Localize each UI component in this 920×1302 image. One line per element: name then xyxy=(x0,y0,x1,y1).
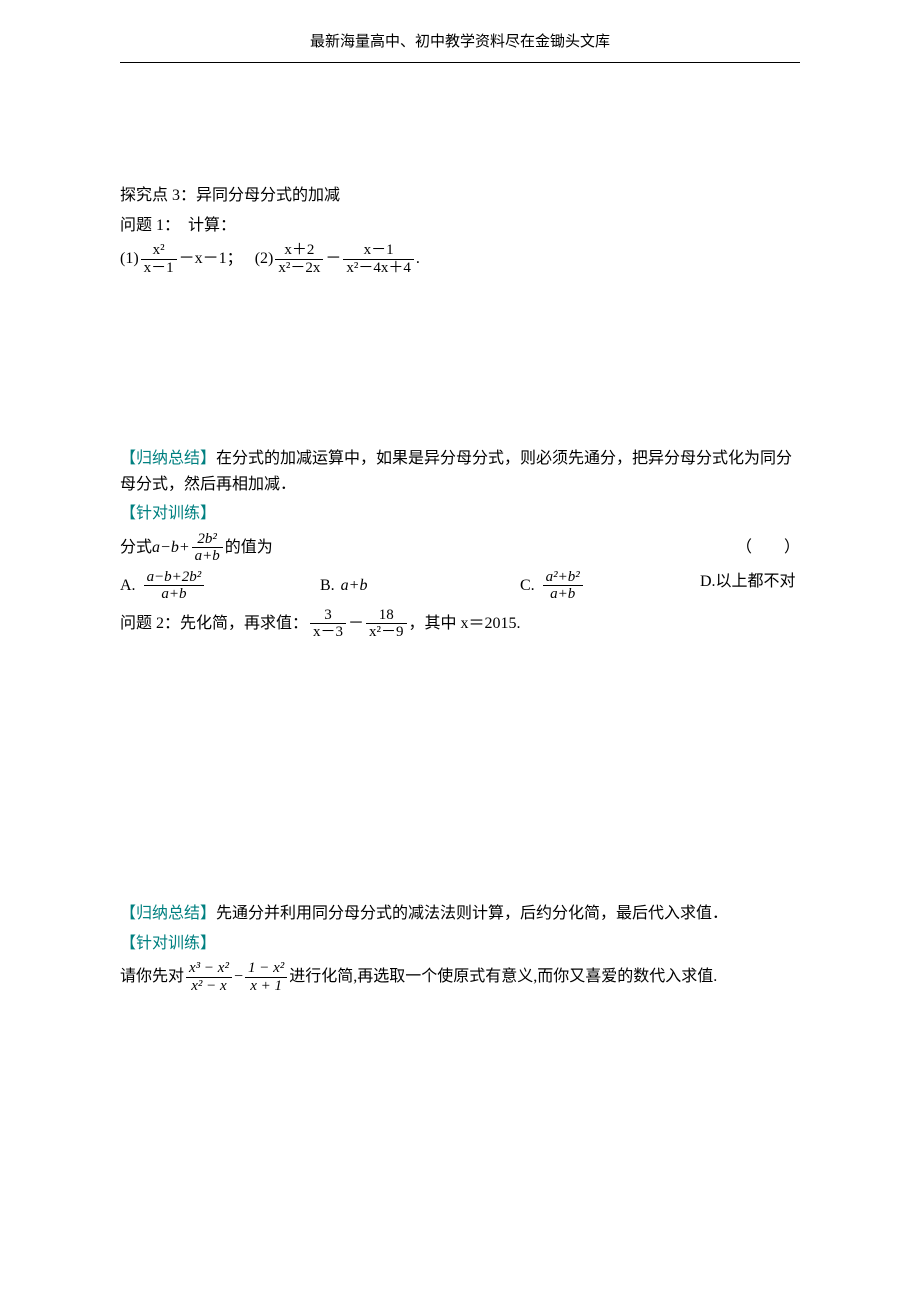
q3-frac2: 1 − x² x + 1 xyxy=(245,960,287,994)
q3: 请你先对 x³ − x² x² − x − 1 − x² x + 1 进行化简,… xyxy=(120,960,800,994)
mc-options: A. a−b+2b² a+b B. a+b C. a²+b² a+b D.以上都… xyxy=(120,569,800,603)
q2-f1-num: 3 xyxy=(310,607,346,625)
mc-pre: 分式 xyxy=(120,535,152,561)
opt-a-den: a+b xyxy=(144,586,205,603)
opt-a-num: a−b+2b² xyxy=(144,569,205,587)
opt-b-label: B. xyxy=(320,573,335,599)
opt-c-label: C. xyxy=(520,573,535,599)
q3-f1-num: x³ − x² xyxy=(186,960,232,978)
q2-frac2: 18 x²－9 xyxy=(366,607,407,641)
q2-f2-den: x²－9 xyxy=(366,624,407,641)
eq1-prefix: (1) xyxy=(120,246,139,272)
eq1-tail: －x－1； xyxy=(179,246,243,272)
eq2-frac2: x－1 x²－4x＋4 xyxy=(343,242,414,276)
q2-tail: ，其中 x＝2015. xyxy=(409,611,521,637)
eq1-num: x² xyxy=(141,242,177,260)
q2-frac1: 3 x－3 xyxy=(310,607,346,641)
q2-f1-den: x－3 xyxy=(310,624,346,641)
mc-den: a+b xyxy=(192,548,223,565)
page-header: 最新海量高中、初中教学资料尽在金锄头文库 xyxy=(120,30,800,63)
mc-post: 的值为 xyxy=(225,535,273,561)
q1-intro: 问题 1： 计算： xyxy=(120,213,800,239)
mc-paren: （ ） xyxy=(736,535,800,561)
q3-pre: 请你先对 xyxy=(120,964,184,990)
opt-a-frac: a−b+2b² a+b xyxy=(144,569,205,603)
mc-lead: a−b+ xyxy=(152,535,190,561)
opt-a-label: A. xyxy=(120,573,136,599)
q3-f2-den: x + 1 xyxy=(245,978,287,995)
eq2-mid: － xyxy=(325,246,341,272)
opt-b-text: a+b xyxy=(341,573,368,599)
eq1-frac: x² x－1 xyxy=(141,242,177,276)
eq2-tail: . xyxy=(416,246,420,272)
q2: 问题 2：先化简，再求值： 3 x－3 － 18 x²－9 ，其中 x＝2015… xyxy=(120,607,800,641)
option-d: D.以上都不对 xyxy=(700,569,800,603)
q2-mid: － xyxy=(348,611,364,637)
eq2-f2-den: x²－4x＋4 xyxy=(343,260,414,277)
eq1-den: x－1 xyxy=(141,260,177,277)
eq2-frac1: x＋2 x²－2x xyxy=(275,242,323,276)
option-a: A. a−b+2b² a+b xyxy=(120,569,320,603)
summary-1: 【归纳总结】在分式的加减运算中，如果是异分母分式，则必须先通分，把异分母分式化为… xyxy=(120,446,800,497)
q3-f2-num: 1 − x² xyxy=(245,960,287,978)
mc-question: 分式 a−b+ 2b² a+b 的值为 （ ） xyxy=(120,531,800,565)
train-label-2: 【针对训练】 xyxy=(120,931,800,957)
option-b: B. a+b xyxy=(320,569,520,603)
opt-c-den: a+b xyxy=(543,586,583,603)
summary-text-2: 先通分并利用同分母分式的减法法则计算，后约分化简，最后代入求值． xyxy=(216,905,728,922)
summary-text-1: 在分式的加减运算中，如果是异分母分式，则必须先通分，把异分母分式化为同分母分式，… xyxy=(120,450,792,493)
mc-frac: 2b² a+b xyxy=(192,531,223,565)
summary-label-2: 【归纳总结】 xyxy=(120,905,216,922)
opt-c-frac: a²+b² a+b xyxy=(543,569,583,603)
mc-num: 2b² xyxy=(192,531,223,549)
eq2-prefix: (2) xyxy=(255,246,274,272)
q1-equations: (1) x² x－1 －x－1； (2) x＋2 x²－2x － x－1 x²－… xyxy=(120,242,800,276)
option-c: C. a²+b² a+b xyxy=(520,569,700,603)
eq2-f2-num: x－1 xyxy=(343,242,414,260)
section3-title: 探究点 3：异同分母分式的加减 xyxy=(120,183,800,209)
summary-label-1: 【归纳总结】 xyxy=(120,450,216,467)
summary-2: 【归纳总结】先通分并利用同分母分式的减法法则计算，后约分化简，最后代入求值． xyxy=(120,901,800,927)
eq2-f1-num: x＋2 xyxy=(275,242,323,260)
q2-f2-num: 18 xyxy=(366,607,407,625)
train-label-1: 【针对训练】 xyxy=(120,501,800,527)
q2-pre: 问题 2：先化简，再求值： xyxy=(120,611,308,637)
eq2-f1-den: x²－2x xyxy=(275,260,323,277)
q3-frac1: x³ − x² x² − x xyxy=(186,960,232,994)
q3-post: 进行化简,再选取一个使原式有意义,而你又喜爱的数代入求值. xyxy=(289,964,717,990)
q3-f1-den: x² − x xyxy=(186,978,232,995)
opt-c-num: a²+b² xyxy=(543,569,583,587)
q3-mid: − xyxy=(234,964,243,990)
